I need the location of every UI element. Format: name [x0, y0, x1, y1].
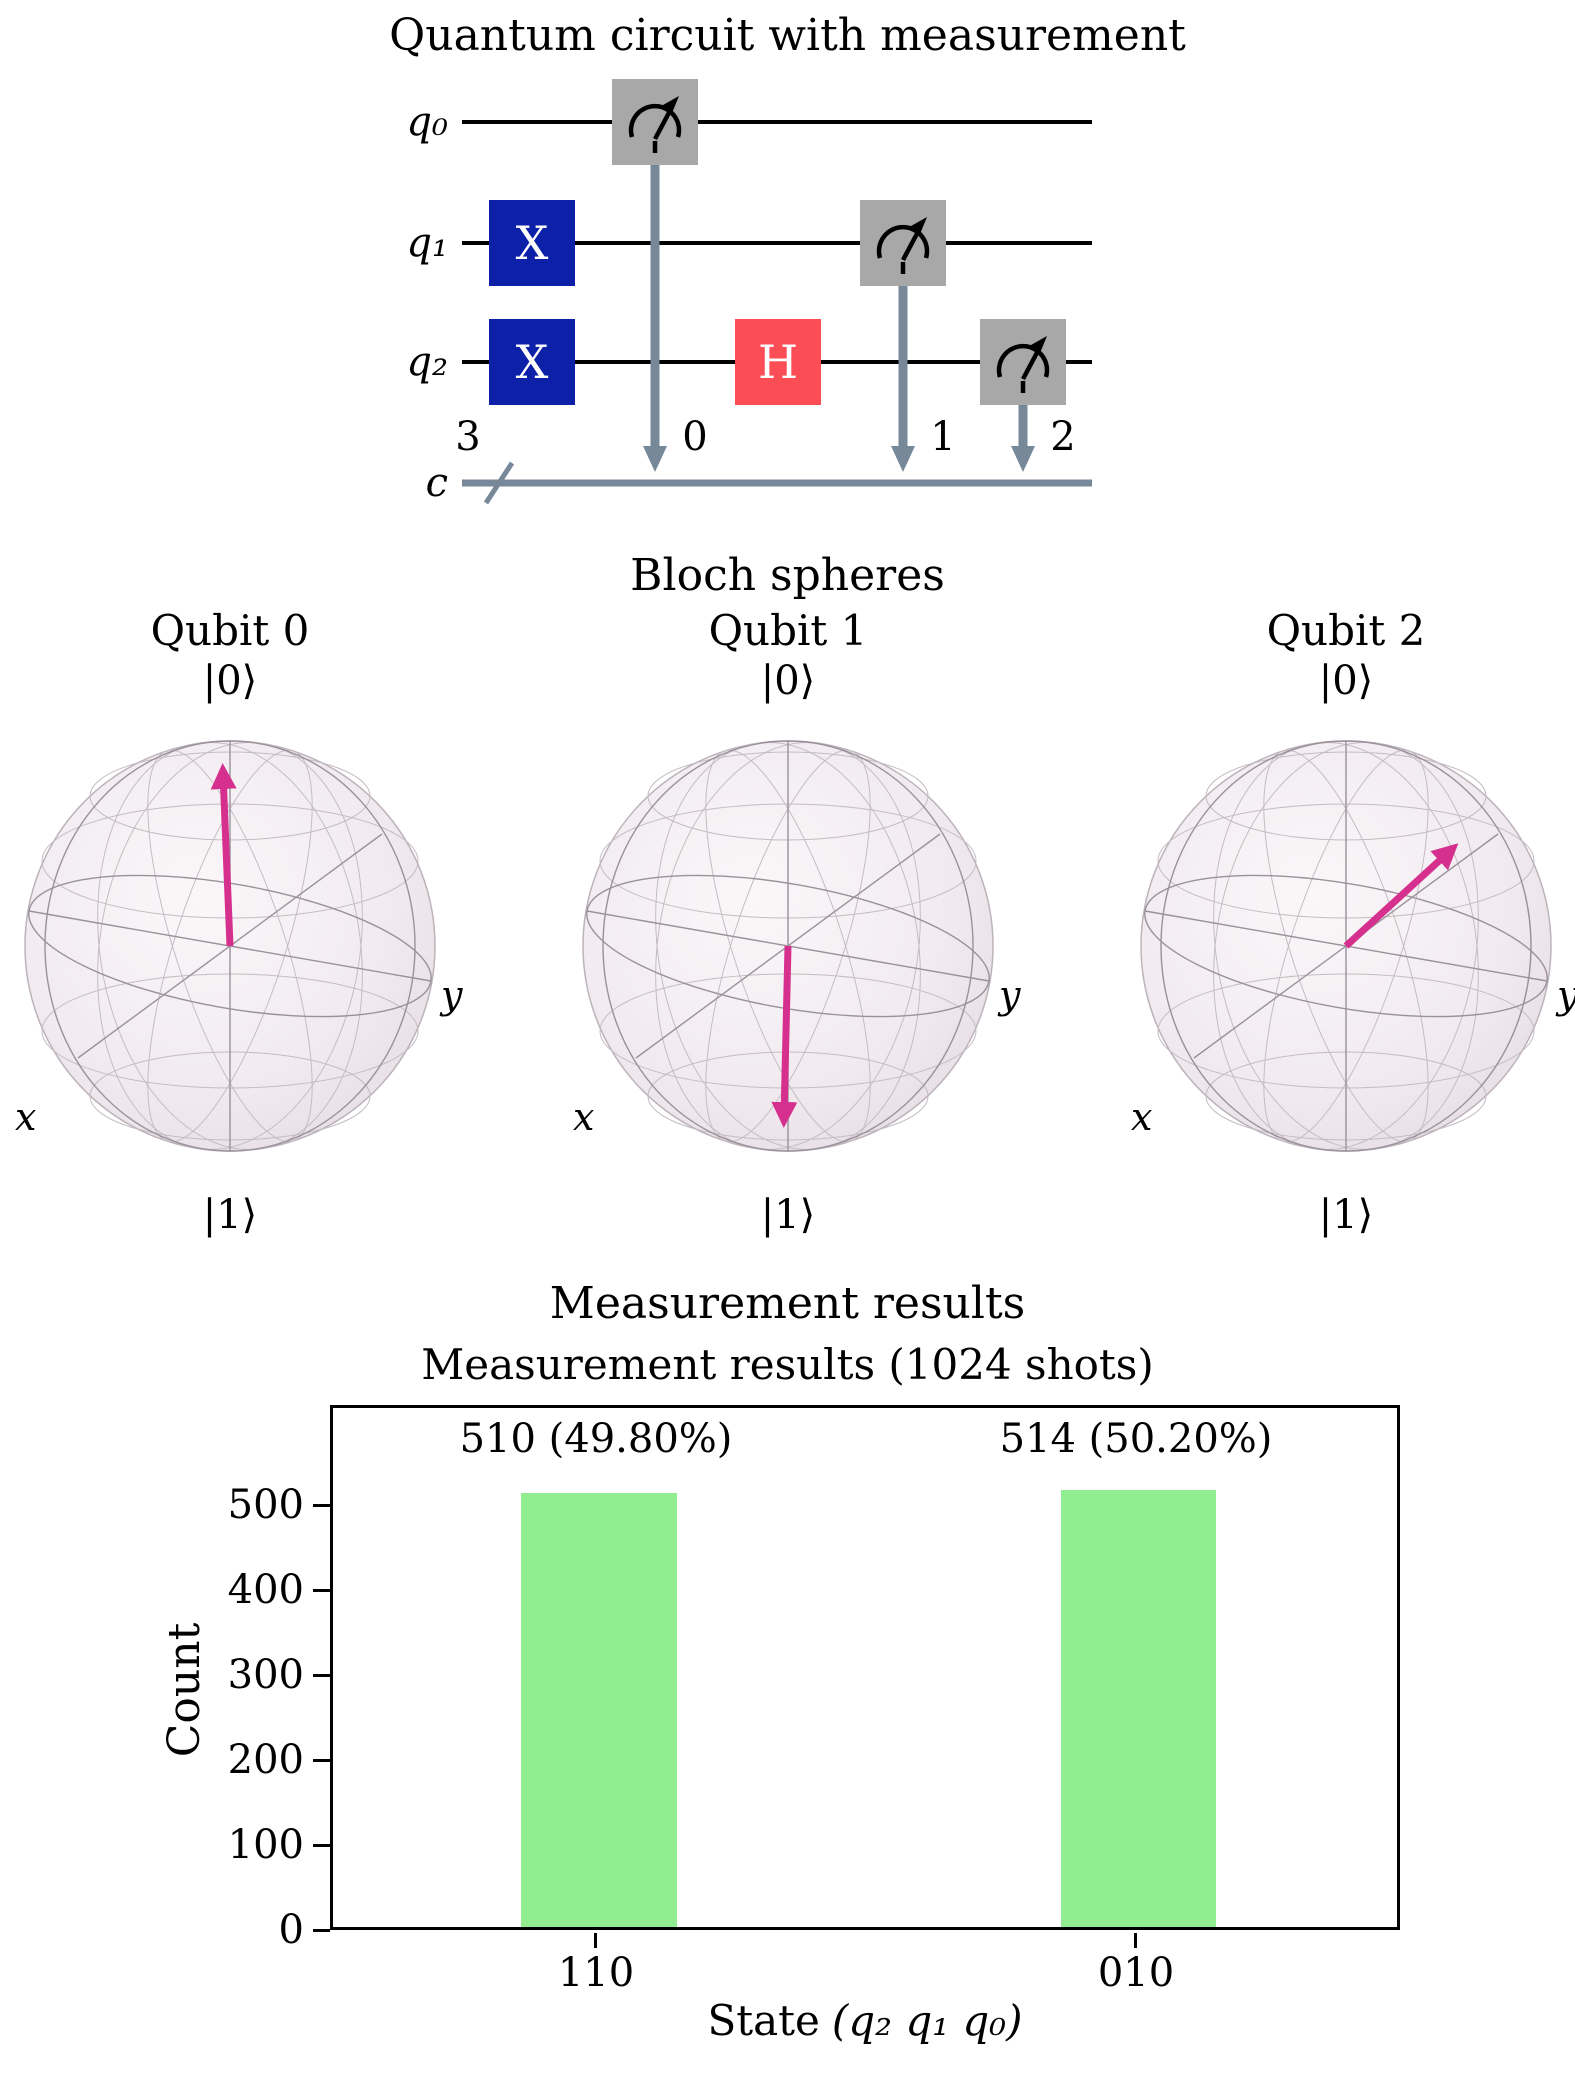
- wire-label-q2: q₂: [406, 339, 448, 385]
- y-axis-label: y: [439, 973, 463, 1017]
- ket-one-label: |1⟩: [202, 1192, 258, 1238]
- measure-gate-q2: [980, 319, 1066, 405]
- classical-bus-width-label: 3: [455, 414, 481, 460]
- x-gate-q2: X: [489, 319, 575, 405]
- y-axis-label: y: [1555, 973, 1575, 1017]
- circuit-title: Quantum circuit with measurement: [389, 10, 1186, 61]
- xtick-label-110: 110: [557, 1950, 635, 1996]
- y-axis-label: y: [997, 973, 1021, 1017]
- state-vector-arrow: [771, 945, 798, 1128]
- bloch-sphere-qubit-1: Qubit 1 |0⟩ x y: [533, 600, 1043, 1260]
- ytick-400: 400: [227, 1567, 304, 1613]
- bar-110-annotation: 510 (49.80%): [459, 1416, 733, 1462]
- measurement-icon: [996, 336, 1050, 393]
- xtick-mark: [1134, 1933, 1137, 1948]
- wire-label-q1: q₁: [406, 220, 448, 266]
- bloch-qubit-1-title: Qubit 1: [708, 606, 868, 655]
- x-axis-title: State (q₂ q₁ q₀): [565, 1996, 1165, 2045]
- bar-state-110: [521, 1493, 677, 1927]
- xtick-label-010: 010: [1097, 1950, 1175, 1996]
- measure-target-2: 2: [1050, 414, 1076, 460]
- ket-one-label: |1⟩: [1318, 1192, 1374, 1238]
- classical-wire: [462, 461, 1092, 505]
- bloch-sphere-graphic: x y: [1131, 740, 1575, 1152]
- measurement-icon: [628, 96, 682, 153]
- measurement-icon: [876, 217, 930, 274]
- results-section-title: Measurement results: [549, 1278, 1026, 1329]
- ytick-300: 300: [227, 1652, 304, 1698]
- ytick-mark: [313, 1759, 330, 1762]
- wire-label-c: c: [425, 460, 448, 506]
- measure-gate-q1: [860, 200, 946, 286]
- ytick-0: 0: [278, 1907, 304, 1953]
- bloch-qubit-2-title: Qubit 2: [1266, 606, 1426, 655]
- h-gate-q2: H: [735, 319, 821, 405]
- x-axis-title-math: (q₂ q₁ q₀): [831, 1996, 1023, 2045]
- state-vector-arrow: [1343, 843, 1459, 949]
- bar-state-010: [1061, 1490, 1216, 1927]
- ytick-mark: [313, 1674, 330, 1677]
- measure-target-1: 1: [930, 414, 956, 460]
- bloch-sphere-graphic: x y: [15, 740, 463, 1152]
- bar-chart-plot-area: [330, 1405, 1400, 1930]
- ytick-100: 100: [227, 1822, 304, 1868]
- ket-one-label: |1⟩: [760, 1192, 816, 1238]
- ytick-mark: [313, 1504, 330, 1507]
- measure-to-classical-arrows: [643, 165, 1035, 472]
- ket-zero-label: |0⟩: [1318, 658, 1374, 704]
- ytick-200: 200: [227, 1737, 304, 1783]
- bar-010-annotation: 514 (50.20%): [999, 1416, 1273, 1462]
- wire-label-q0: q₀: [406, 99, 448, 145]
- x-gate-q1: X: [489, 200, 575, 286]
- bloch-qubit-0-title: Qubit 0: [150, 606, 310, 655]
- bloch-section-title: Bloch spheres: [630, 550, 945, 601]
- x-axis-label: x: [15, 1095, 36, 1139]
- measure-gate-q0: [612, 79, 698, 165]
- measure-target-0: 0: [682, 414, 708, 460]
- bloch-sphere-qubit-2: Qubit 2 |0⟩ x y: [1091, 600, 1575, 1260]
- bloch-sphere-graphic: x y: [573, 740, 1021, 1152]
- state-vector-arrow: [210, 763, 237, 947]
- bloch-sphere-qubit-0: Qubit 0 |0⟩ x y: [0, 600, 485, 1260]
- ytick-mark: [313, 1844, 330, 1847]
- xtick-mark: [594, 1933, 597, 1948]
- y-axis-title: Count: [159, 1622, 210, 1758]
- chart-title: Measurement results (1024 shots): [421, 1340, 1154, 1389]
- x-axis-label: x: [573, 1095, 594, 1139]
- x-axis-label: x: [1131, 1095, 1152, 1139]
- ket-zero-label: |0⟩: [202, 658, 258, 704]
- ytick-mark: [313, 1589, 330, 1592]
- x-axis-title-prefix: State: [707, 1996, 820, 2045]
- circuit-diagram: [462, 120, 1092, 505]
- ket-zero-label: |0⟩: [760, 658, 816, 704]
- ytick-500: 500: [227, 1482, 304, 1528]
- ytick-mark: [313, 1929, 330, 1932]
